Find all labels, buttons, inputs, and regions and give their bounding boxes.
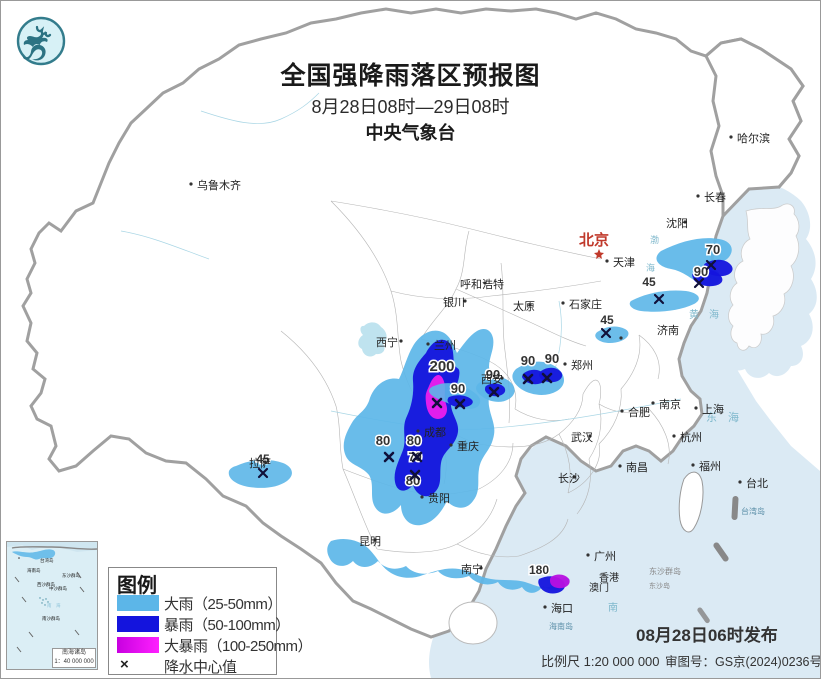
svg-text:南沙群岛: 南沙群岛 [42,615,60,622]
svg-text:中沙群岛: 中沙群岛 [49,585,67,592]
svg-text:南 海: 南 海 [47,602,61,609]
svg-text:台湾岛: 台湾岛 [40,557,54,564]
svg-text:海南岛: 海南岛 [27,567,41,574]
